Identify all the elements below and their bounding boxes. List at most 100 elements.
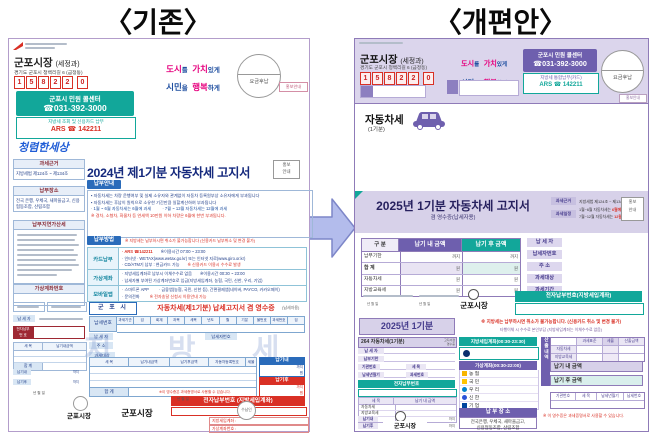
pay-place-line: 전국은행, 우체국, 새마을금고, <box>470 419 526 424</box>
calc-indue-row: 납기 내 금액 <box>550 361 643 372</box>
calc-col: 과세표준 <box>577 338 603 345</box>
taxno-col: 과목 <box>168 317 186 324</box>
postal-digit: 5 <box>26 76 37 89</box>
epay-banner: 전자납부번호(지방세입계좌) <box>515 291 642 302</box>
calc-row-label: 지방교육세 <box>551 354 577 361</box>
vacct-title: 가상계좌번호 <box>14 285 84 294</box>
penalty-title: 납부지연가산세 <box>14 221 84 230</box>
tax-account-header: 지방세입계좌(00:30-23:30) <box>459 337 537 346</box>
postage-paid-label: 요금후납 <box>612 75 633 81</box>
info-label-payer: 납 세 자 <box>527 238 562 247</box>
sender-address: 경기도 군포시 청백리길 6 (금정동) <box>360 65 428 70</box>
calc-header: 과세표준 세율 산출금액 <box>551 338 644 346</box>
promo-line: 홍보 <box>282 162 291 167</box>
place-body: 전국 은행, 우체국, 새마을금고, 신용협동조합, 산림조합 <box>16 198 80 209</box>
method-line: · 문의전화 <box>122 293 140 299</box>
stub-date: 년 월 일 <box>33 391 45 395</box>
stub-sum-value <box>43 363 86 370</box>
stub-line <box>426 364 455 370</box>
sidebar-penalty-box: 납부지연가산세 <box>13 220 85 284</box>
calc-grid-empty-row <box>551 401 644 408</box>
mayor-signature: 군포시장 <box>460 301 488 310</box>
indue-box: 납기내 까지 원 <box>259 357 305 377</box>
taxno-col: 검 <box>294 318 298 322</box>
slogan-word: 를 <box>181 67 188 74</box>
row-value: 원 <box>401 275 463 285</box>
calc-cell <box>603 346 619 353</box>
tax-account-box <box>459 347 539 360</box>
slogan-word: 하게 <box>207 85 220 93</box>
guide-bullet-red: ※ 경차, 소형차, 화물차 등 연세액 10만원 이하 차량은 6월에 한번 … <box>91 212 226 218</box>
micro-text-bar <box>17 254 78 256</box>
car-icon <box>413 112 445 130</box>
stub-indue-until: 까지 <box>448 417 455 421</box>
postal-digit: 1 <box>14 76 25 89</box>
stub-epay-label: 전자납부 번 호 <box>13 326 33 339</box>
fee-note: 타행이체 시 수수료 본인부담 (지방세입계좌는 이체수수료 없음) <box>499 327 603 332</box>
stub-grid-row-1: 기관번호 세 목 <box>358 364 455 370</box>
col-gubun: 구 분 <box>362 239 399 251</box>
sidebar-vacct-box: 가상계좌번호 <box>13 284 85 306</box>
tax-type-period: (1기분) <box>368 127 385 133</box>
bank-row: 농 협 <box>460 370 538 378</box>
mayor-signature: 군포시장 <box>121 408 153 418</box>
method-row-vacct: 가상계좌 · 지방세입계좌로 납부시 이체수수료 없음 ※이용시간 00:30 ~… <box>88 270 306 286</box>
micro-text-bar <box>17 234 77 236</box>
postal-digit: 8 <box>384 72 395 85</box>
stub-head-title: 264 자동차세(1기분) <box>361 339 405 345</box>
sender-office: 군포시장 (세정과) <box>360 51 424 66</box>
calc-col: 산출금액 <box>619 338 644 345</box>
promo-line: 안내 <box>628 207 637 213</box>
method-line: ※이용시간 00:30 ~ 23:00 <box>199 271 245 276</box>
promo-box: 홍보안내 <box>619 94 647 103</box>
stub-col: 세 목 <box>14 343 43 350</box>
acct-row-1: 지방세입계좌 : <box>209 417 309 425</box>
method-row-mobile: 모바일앱 · 스마트폰 APP · 금융앱(농협, 국민, 신한 등), 간편결제… <box>88 286 306 301</box>
calc-col: 세율 <box>603 338 619 345</box>
received-stamp: 수납인 <box>237 401 256 420</box>
row-value: 원 <box>401 263 463 274</box>
micro-text-bar <box>17 249 74 251</box>
stub-afterdue-until: 까지 <box>448 424 455 428</box>
kb-bank-icon <box>462 379 467 384</box>
method-detail: · 스마트폰 APP · 금융앱(농협, 국민, 신한 등), 간편결제앱(네이버… <box>119 286 306 301</box>
slogan-word: 있게 <box>496 62 508 68</box>
amount-empty-row <box>90 381 256 388</box>
office-dept: (세정과) <box>55 61 80 68</box>
calc-cell <box>603 354 619 361</box>
micro-text-bar <box>17 274 57 276</box>
target-label: 과세대상 <box>89 352 115 359</box>
info-label-target: 과세대상 <box>527 274 562 283</box>
postal-digit: 2 <box>50 76 61 89</box>
receipt-note: ※이 영수증은 과세증명서로 사용할 수 있습니다. <box>159 390 231 394</box>
promo-line: 홍보 <box>628 199 637 204</box>
ibk-bank-icon <box>462 403 467 408</box>
epay-value-box <box>515 303 644 315</box>
virtual-account-header: 가상계좌(00:30-22:00) <box>459 361 537 370</box>
left-heading: 〈기존〉 <box>104 7 212 38</box>
micro-text-bar <box>359 42 403 44</box>
taxno-col: 과세기관 <box>117 317 135 324</box>
call-center-label: 군포시 민원 콜센터 <box>537 53 583 59</box>
basis-title: 과세근거 <box>14 160 84 169</box>
stub-item-value <box>396 405 456 410</box>
calc-afterdue-row: 납기 후 금액 <box>550 375 643 386</box>
taxno-col: 월 <box>220 317 237 324</box>
basis-chip: 과세근거 <box>551 197 576 205</box>
period-band: 2025년 1기분 <box>359 318 455 335</box>
recipient-tag <box>447 80 458 94</box>
postal-digit: 2 <box>62 76 73 89</box>
bank-name: 기 업 <box>469 404 480 409</box>
clean-world-logo: 청렴한세상 <box>18 142 69 154</box>
info-label-payer-no: 납세자번호 <box>527 250 562 259</box>
bank-name: 우 리 <box>469 388 480 393</box>
address-label: 주 소 <box>89 342 113 349</box>
sidebar-place-box: 납부장소 전국 은행, 우체국, 새마을금고, 신용협동조합, 산림조합 <box>13 186 85 213</box>
stub-indue-until: 까지 <box>73 370 79 374</box>
ars-number: ARS ☎ 142211 <box>50 126 102 133</box>
afterdue-label: 납기후 <box>259 377 305 384</box>
shinhan-bank-icon <box>462 395 467 400</box>
calc-grid-col: 세 목 <box>576 393 597 400</box>
slogan-word: 있게 <box>207 67 220 74</box>
micro-text-bar <box>51 306 81 308</box>
